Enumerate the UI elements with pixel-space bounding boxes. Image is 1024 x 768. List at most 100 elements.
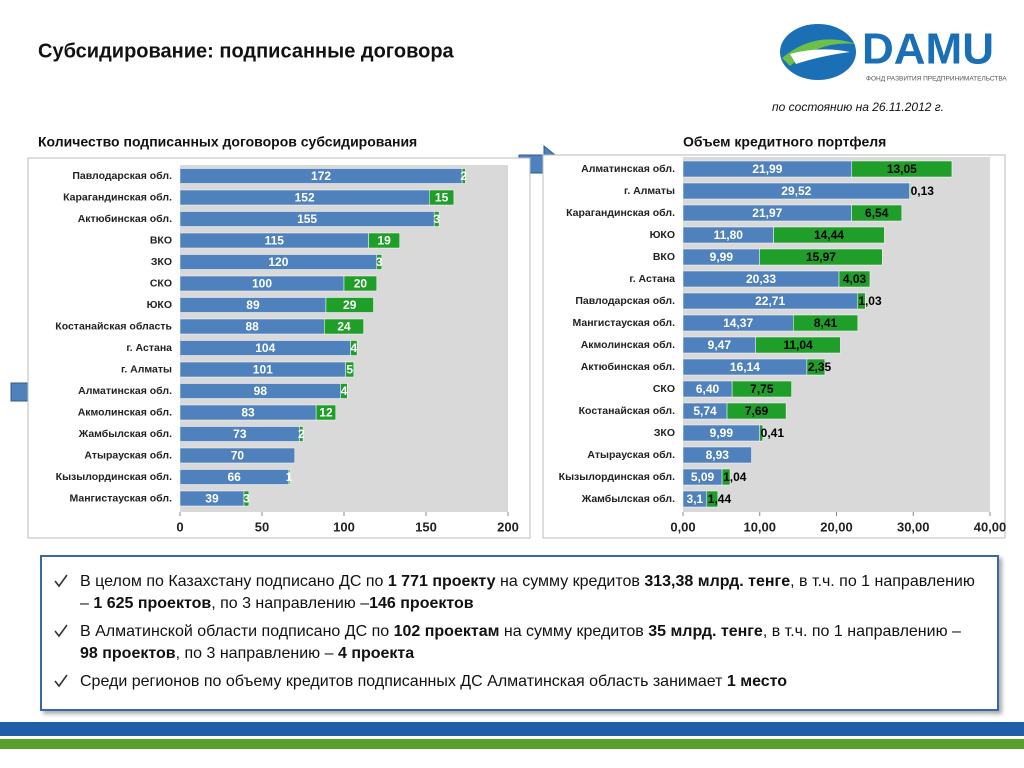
bar-segment — [851, 204, 903, 222]
logo: DAMU ФОНД РАЗВИТИЯ ПРЕДПРИНИМАТЕЛЬСТВА — [780, 24, 1007, 83]
category-label: Акмолинская обл. — [581, 339, 675, 351]
category-label: г. Алматы — [624, 185, 675, 197]
value-label: 39 — [205, 492, 219, 506]
bar-segment — [755, 336, 841, 354]
category-label: Алматинская обл. — [78, 385, 172, 397]
value-label: 8,41 — [814, 316, 838, 330]
logo-swirl — [782, 39, 856, 66]
x-tick-label: 20,00 — [820, 519, 853, 534]
bar-segment — [429, 189, 455, 206]
value-label: 4,03 — [843, 272, 867, 286]
category-label: Павлодарская обл. — [575, 295, 675, 307]
bar-segment — [340, 383, 348, 399]
value-label: 2 — [298, 427, 305, 441]
value-label: 0,13 — [911, 184, 935, 198]
x-tick-label: 10,00 — [743, 519, 776, 534]
value-label: 19 — [378, 234, 392, 248]
value-label: 3 — [433, 212, 440, 226]
text: , в т.ч. по 1 направлению – — [80, 573, 975, 612]
text: на сумму кредитов — [495, 573, 645, 590]
category-label: Карагандинская обл. — [63, 191, 172, 203]
bar-segment — [759, 424, 764, 442]
value-label: 155 — [297, 212, 317, 226]
category-label: г. Алматы — [121, 363, 172, 375]
category-label: Мангистауская обл. — [573, 317, 676, 329]
bar-segment — [682, 446, 752, 464]
bar-segment — [368, 232, 401, 249]
category-label: Атырауская обл. — [587, 449, 675, 461]
value-label: 6,54 — [865, 206, 889, 220]
bold-text: 4 проекта — [337, 645, 415, 662]
category-label: Кызылординская обл. — [559, 471, 675, 483]
x-tick-label: 30,00 — [897, 519, 930, 534]
category-label: Костанайская обл. — [579, 405, 675, 417]
bar-segment — [857, 292, 866, 310]
value-label: 115 — [265, 234, 285, 248]
date-note: по состоянию на 26.11.2012 г. — [772, 100, 944, 114]
category-label: СКО — [150, 277, 172, 289]
bar-segment — [299, 426, 304, 442]
x-tick-label: 0,00 — [670, 519, 695, 534]
category-label: ВКО — [150, 234, 172, 246]
value-label: 3 — [243, 492, 250, 506]
text: В Алматинской области подписано ДС по — [80, 623, 394, 640]
value-label: 100 — [252, 277, 272, 291]
value-label: 5 — [346, 363, 353, 377]
category-label: ЮКО — [147, 299, 172, 311]
value-label: 12 — [319, 406, 333, 420]
text: на сумму кредитов — [499, 623, 649, 640]
bold-text: 98 проектов — [80, 645, 176, 662]
value-label: 2 — [460, 169, 467, 183]
value-label: 5,09 — [691, 470, 715, 484]
value-label: 70 — [231, 449, 245, 463]
value-label: 7,75 — [750, 382, 774, 396]
bar-segment — [731, 380, 792, 398]
check-icon — [54, 674, 68, 688]
category-label: Павлодарская обл. — [72, 170, 172, 182]
text: , в т.ч. по 1 направлению – — [762, 623, 961, 640]
bar-segment — [461, 168, 466, 184]
bar-segment — [909, 182, 911, 200]
bar-segment — [773, 226, 885, 244]
category-label: г. Астана — [629, 273, 675, 285]
bar-segment — [706, 490, 719, 508]
bar-segment — [376, 254, 382, 270]
value-label: 120 — [268, 255, 288, 269]
bar-segment — [838, 270, 871, 288]
category-label: Актюбинская обл. — [581, 361, 675, 373]
footer-stripe — [0, 722, 1024, 736]
value-label: 88 — [245, 320, 259, 334]
value-label: 29 — [343, 298, 357, 312]
footer-stripe — [0, 739, 1024, 749]
bold-text: 102 проектам — [393, 623, 500, 640]
value-label: 13,05 — [887, 162, 917, 176]
bullet: В целом по Казахстану подписано ДС по 1 … — [54, 571, 977, 615]
value-label: 5,74 — [693, 404, 717, 418]
value-label: 22,71 — [755, 294, 785, 308]
bullet: Среди регионов по объему кредитов подпис… — [54, 671, 977, 693]
category-label: г. Астана — [126, 342, 172, 354]
value-label: 11,80 — [714, 228, 744, 242]
bar-segment — [350, 340, 358, 356]
bar-segment — [287, 469, 291, 485]
value-label: 152 — [295, 191, 315, 205]
value-label: 9,99 — [710, 250, 734, 264]
value-label: 14,37 — [723, 316, 753, 330]
x-tick-label: 50 — [255, 519, 269, 534]
bar-segment — [315, 404, 337, 421]
category-label: Актюбинская обл. — [78, 213, 172, 225]
value-label: 172 — [311, 169, 331, 183]
chart-title: Объем кредитного портфеля — [683, 134, 886, 150]
value-label: 4 — [350, 341, 357, 355]
text: Среди регионов по объему кредитов подпис… — [80, 673, 727, 690]
category-label: Атырауская обл. — [84, 449, 172, 461]
value-label: 1,03 — [858, 294, 882, 308]
value-label: 104 — [255, 341, 275, 355]
value-label: 11,04 — [783, 338, 813, 352]
slide-title: Субсидирование: подписанные договора — [38, 40, 455, 62]
category-label: ЗКО — [654, 427, 675, 439]
x-tick-label: 0 — [176, 519, 183, 534]
text: , по 3 направлению – — [211, 595, 370, 612]
bold-text: 1 771 проекту — [387, 573, 496, 590]
